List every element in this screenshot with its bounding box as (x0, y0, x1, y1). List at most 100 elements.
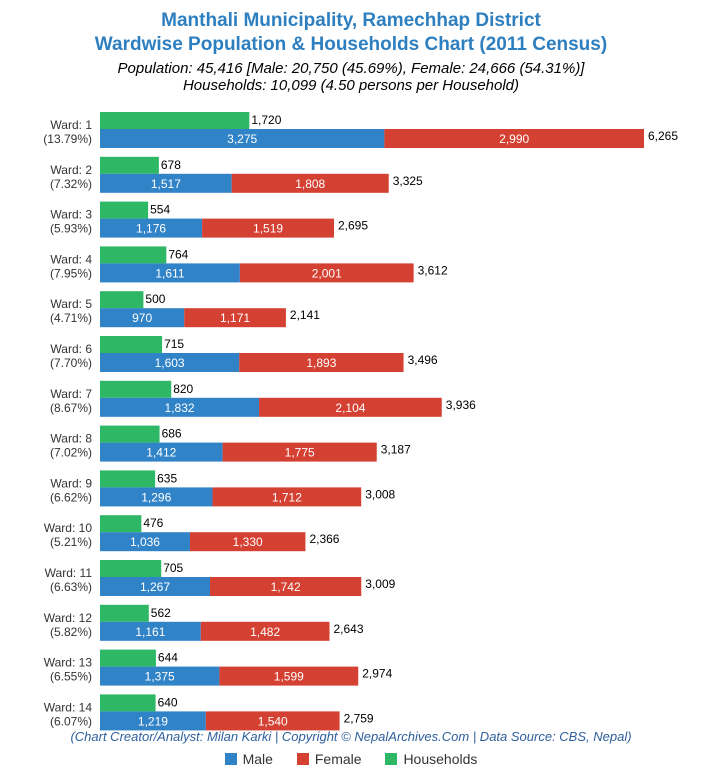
total-value-ward-1: 6,265 (648, 129, 678, 143)
male-bar-ward-10 (100, 532, 190, 552)
total-value-ward-3: 2,695 (338, 219, 368, 233)
households-bar-ward-4 (100, 246, 167, 264)
households-value-ward-8: 686 (162, 427, 182, 441)
households-value-ward-13: 644 (158, 651, 178, 665)
households-bar-ward-5 (100, 291, 144, 309)
households-summary: Households: 10,099 (4.50 persons per Hou… (182, 77, 520, 94)
total-value-ward-2: 3,325 (393, 174, 423, 188)
female-value-ward-8: 1,775 (285, 446, 315, 460)
male-bar-ward-3 (100, 218, 203, 238)
households-value-ward-10: 476 (143, 516, 163, 530)
female-bar-ward-13 (219, 666, 359, 686)
ward-share-6: (7.70%) (50, 356, 92, 370)
households-value-ward-4: 764 (168, 247, 188, 261)
ward-label-12: Ward: 12 (44, 611, 93, 625)
total-value-ward-13: 2,974 (362, 667, 392, 681)
total-value-ward-4: 3,612 (418, 263, 448, 277)
ward-share-7: (8.67%) (50, 401, 92, 415)
total-value-ward-5: 2,141 (290, 308, 320, 322)
households-bar-ward-7 (100, 380, 172, 398)
households-bar-ward-6 (100, 336, 163, 353)
legend-item-female: Female (296, 751, 362, 767)
male-bar-ward-6 (100, 353, 240, 372)
female-bar-ward-10 (189, 532, 306, 552)
total-value-ward-11: 3,009 (365, 577, 395, 591)
male-value-ward-7: 1,832 (165, 401, 195, 415)
male-value-ward-10: 1,036 (130, 535, 160, 549)
female-bar-ward-9 (212, 487, 362, 507)
legend-label-households: Households (403, 751, 478, 767)
households-value-ward-14: 640 (158, 695, 178, 709)
households-bar-ward-3 (100, 201, 149, 219)
legend-swatch-male (224, 753, 237, 765)
total-value-ward-12: 2,643 (333, 622, 363, 636)
households-value-ward-12: 562 (151, 606, 171, 620)
legend-label-female: Female (314, 751, 362, 767)
households-bar-ward-8 (100, 425, 160, 443)
female-bar-ward-2 (231, 173, 389, 193)
households-bar-ward-13 (100, 649, 156, 667)
total-value-ward-8: 3,187 (381, 443, 411, 457)
male-value-ward-4: 1,611 (155, 266, 184, 280)
female-value-ward-5: 1,171 (220, 311, 250, 325)
female-value-ward-11: 1,742 (271, 580, 301, 594)
ward-share-2: (7.32%) (50, 177, 92, 191)
households-bar-ward-9 (100, 470, 156, 488)
ward-label-9: Ward: 9 (50, 476, 92, 490)
legend-item-male: Male (224, 751, 273, 767)
male-bar-ward-1 (100, 129, 385, 148)
female-bar-ward-12 (200, 621, 330, 641)
total-value-ward-10: 2,366 (309, 532, 339, 546)
ward-share-10: (5.21%) (50, 535, 92, 549)
households-value-ward-9: 635 (157, 471, 177, 485)
female-bar-ward-6 (239, 353, 404, 372)
male-value-ward-6: 1,603 (155, 356, 185, 370)
male-value-ward-9: 1,296 (141, 490, 171, 504)
female-value-ward-3: 1,519 (253, 222, 283, 236)
female-value-ward-9: 1,712 (272, 490, 302, 504)
ward-label-4: Ward: 4 (50, 252, 92, 266)
male-value-ward-3: 1,176 (136, 222, 166, 236)
legend-swatch-households (385, 753, 398, 765)
households-value-ward-2: 678 (161, 158, 181, 172)
ward-share-9: (6.62%) (50, 490, 92, 504)
chart-credit: (Chart Creator/Analyst: Milan Karki | Co… (70, 729, 632, 744)
ward-label-3: Ward: 3 (50, 208, 92, 222)
male-value-ward-2: 1,517 (151, 177, 181, 191)
ward-share-3: (5.93%) (50, 222, 92, 236)
female-value-ward-1: 2,990 (499, 132, 529, 146)
female-value-ward-4: 2,001 (312, 266, 342, 280)
ward-share-12: (5.82%) (50, 625, 92, 639)
female-bar-ward-7 (259, 397, 442, 417)
female-value-ward-14: 1,540 (258, 714, 288, 728)
ward-share-1: (13.79%) (43, 132, 92, 146)
ward-label-13: Ward: 13 (44, 656, 93, 670)
female-bar-ward-5 (184, 308, 286, 328)
male-bar-ward-11 (100, 577, 211, 596)
ward-share-4: (7.95%) (50, 266, 92, 280)
male-bar-ward-7 (100, 397, 260, 417)
male-value-ward-14: 1,219 (138, 714, 168, 728)
male-bar-ward-2 (100, 173, 232, 193)
male-bar-ward-14 (100, 711, 206, 731)
total-value-ward-7: 3,936 (446, 398, 476, 412)
households-bar-ward-14 (100, 694, 156, 712)
total-value-ward-14: 2,759 (344, 711, 374, 725)
total-value-ward-6: 3,496 (408, 353, 438, 367)
households-value-ward-7: 820 (173, 382, 193, 396)
female-bar-ward-3 (202, 218, 335, 238)
households-bar-ward-12 (100, 604, 149, 622)
chart-title: Manthali Municipality, Ramechhap Distric… (161, 10, 541, 31)
ward-label-7: Ward: 7 (50, 387, 92, 401)
male-value-ward-12: 1,161 (135, 625, 165, 639)
female-bar-ward-14 (205, 711, 340, 731)
households-value-ward-1: 1,720 (251, 113, 281, 127)
female-value-ward-10: 1,330 (233, 535, 263, 549)
legend-label-male: Male (242, 751, 273, 767)
female-value-ward-6: 1,893 (306, 356, 336, 370)
total-value-ward-9: 3,008 (365, 487, 395, 501)
households-value-ward-11: 705 (163, 561, 183, 575)
female-bar-ward-8 (222, 442, 377, 462)
ward-share-5: (4.71%) (50, 311, 92, 325)
male-bar-ward-8 (100, 442, 223, 462)
